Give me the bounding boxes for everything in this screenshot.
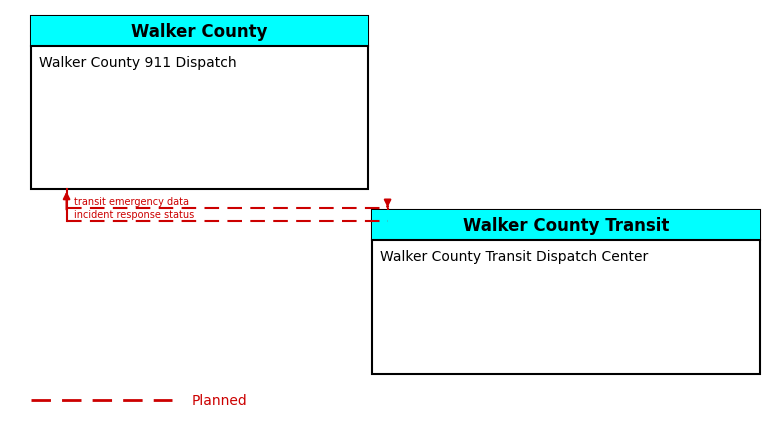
Text: Planned: Planned bbox=[192, 393, 247, 407]
Text: Walker County: Walker County bbox=[132, 23, 268, 41]
Text: Walker County 911 Dispatch: Walker County 911 Dispatch bbox=[39, 56, 236, 70]
Text: transit emergency data: transit emergency data bbox=[74, 197, 189, 206]
Bar bbox=[31, 17, 368, 47]
Text: incident response status: incident response status bbox=[74, 209, 195, 219]
Text: Walker County Transit: Walker County Transit bbox=[463, 217, 669, 235]
Bar bbox=[372, 211, 760, 241]
Bar bbox=[31, 17, 368, 189]
Bar bbox=[372, 211, 760, 374]
Text: Walker County Transit Dispatch Center: Walker County Transit Dispatch Center bbox=[380, 249, 648, 263]
